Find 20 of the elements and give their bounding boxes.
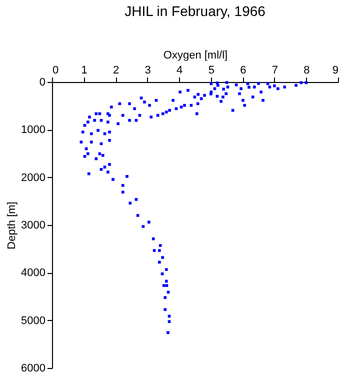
y-tick-label: 0 bbox=[39, 76, 46, 88]
x-tick-label: 1 bbox=[81, 64, 88, 76]
y-tick-label: 6000 bbox=[21, 362, 46, 374]
x-tick-label: 9 bbox=[332, 64, 338, 76]
y-tick-label: 2000 bbox=[21, 172, 46, 184]
x-tick-label: 0 bbox=[52, 64, 59, 76]
y-tick-label: 4000 bbox=[21, 267, 46, 280]
x-tick-label: 4 bbox=[176, 64, 183, 76]
x-tick-label: 8 bbox=[304, 64, 310, 76]
x-tick-label: 6 bbox=[240, 64, 246, 76]
x-tick-label: 7 bbox=[272, 64, 278, 76]
chart-title: JHIL in February, 1966 bbox=[124, 3, 266, 19]
x-axis-title: Oxygen [ml/l] bbox=[163, 50, 228, 62]
y-tick-label: 1000 bbox=[21, 124, 46, 136]
y-tick-label: 5000 bbox=[21, 314, 46, 327]
x-tick-label: 5 bbox=[208, 64, 214, 76]
y-axis-title: Depth [m] bbox=[6, 202, 18, 250]
x-tick-label: 3 bbox=[144, 64, 151, 76]
x-tick-label: 2 bbox=[112, 64, 120, 76]
y-tick-label: 3000 bbox=[21, 220, 46, 232]
